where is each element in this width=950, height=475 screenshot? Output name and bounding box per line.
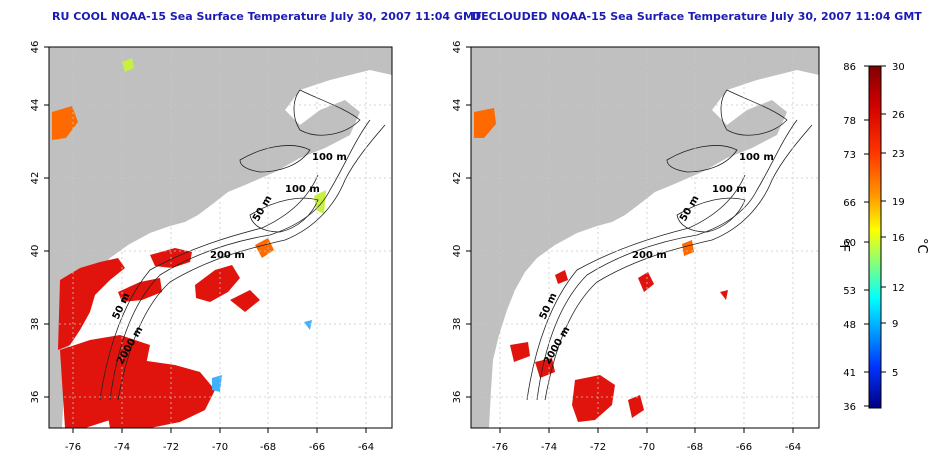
contour-label: 100 m [712, 184, 747, 195]
x-tick-label: -70 [212, 442, 228, 453]
x-tick-label: -66 [736, 442, 752, 453]
right-map-title: DECLOUDED NOAA-15 Sea Surface Temperatur… [472, 10, 922, 23]
fahrenheit-tick: 86 [843, 62, 856, 73]
x-tick-label: -68 [260, 442, 276, 453]
fahrenheit-tick: 41 [843, 368, 856, 379]
y-tick-label: 44 [452, 99, 463, 112]
celsius-tick: 23 [892, 149, 905, 160]
x-tick-label: -64 [785, 442, 801, 453]
celsius-tick: 30 [892, 62, 905, 73]
y-tick-label: 42 [452, 172, 463, 185]
y-tick-label: 38 [452, 318, 463, 331]
left-map-panel: 100 m 100 m 50 m 200 m 50 m 2000 m -76 -… [30, 41, 393, 453]
fahrenheit-axis-label: °F [836, 238, 851, 252]
celsius-tick: 26 [892, 110, 905, 121]
x-tick-label: -72 [163, 442, 179, 453]
x-tick-label: -70 [639, 442, 655, 453]
celsius-tick: 12 [892, 283, 905, 294]
left-land-mass [49, 47, 392, 428]
fahrenheit-tick: 36 [843, 402, 856, 413]
fahrenheit-tick: 60 [843, 238, 856, 249]
celsius-tick: 19 [892, 197, 905, 208]
y-tick-label: 36 [452, 391, 463, 404]
x-tick-label: -68 [687, 442, 703, 453]
celsius-axis-label: °C [914, 238, 929, 254]
x-tick-label: -74 [541, 442, 557, 453]
contour-label: 200 m [210, 250, 245, 261]
x-tick-label: -74 [114, 442, 130, 453]
y-tick-label: 38 [30, 318, 41, 331]
y-tick-label: 42 [30, 172, 41, 185]
x-tick-label: -66 [309, 442, 325, 453]
x-tick-label: -64 [358, 442, 374, 453]
right-land-mass [471, 47, 819, 428]
contour-label: 100 m [312, 152, 347, 163]
x-tick-label: -76 [65, 442, 81, 453]
x-tick-label: -72 [590, 442, 606, 453]
fahrenheit-tick: 78 [843, 116, 856, 127]
celsius-tick: 16 [892, 233, 905, 244]
contour-label: 100 m [739, 152, 774, 163]
y-tick-label: 46 [30, 41, 41, 54]
fahrenheit-tick: 66 [843, 198, 856, 209]
y-tick-label: 44 [30, 99, 41, 112]
left-map-title: RU COOL NOAA-15 Sea Surface Temperature … [52, 10, 482, 23]
x-tick-label: -76 [492, 442, 508, 453]
y-tick-label: 46 [452, 41, 463, 54]
right-map-frame [470, 46, 820, 429]
fahrenheit-tick: 73 [843, 150, 856, 161]
right-map-panel: 100 m 100 m 50 m 200 m 50 m 2000 m -76 -… [452, 41, 820, 453]
fahrenheit-tick: 53 [843, 286, 856, 297]
celsius-tick: 9 [892, 319, 898, 330]
celsius-tick: 5 [892, 368, 898, 379]
y-tick-label: 40 [30, 245, 41, 258]
contour-label: 200 m [632, 250, 667, 261]
fahrenheit-tick: 48 [843, 320, 856, 331]
y-tick-label: 40 [452, 245, 463, 258]
colorbar-gradient [868, 65, 882, 409]
temperature-colorbar: 86 78 73 66 60 53 48 41 36 30 26 23 19 1… [836, 62, 929, 413]
y-tick-label: 36 [30, 391, 41, 404]
contour-label: 100 m [285, 184, 320, 195]
